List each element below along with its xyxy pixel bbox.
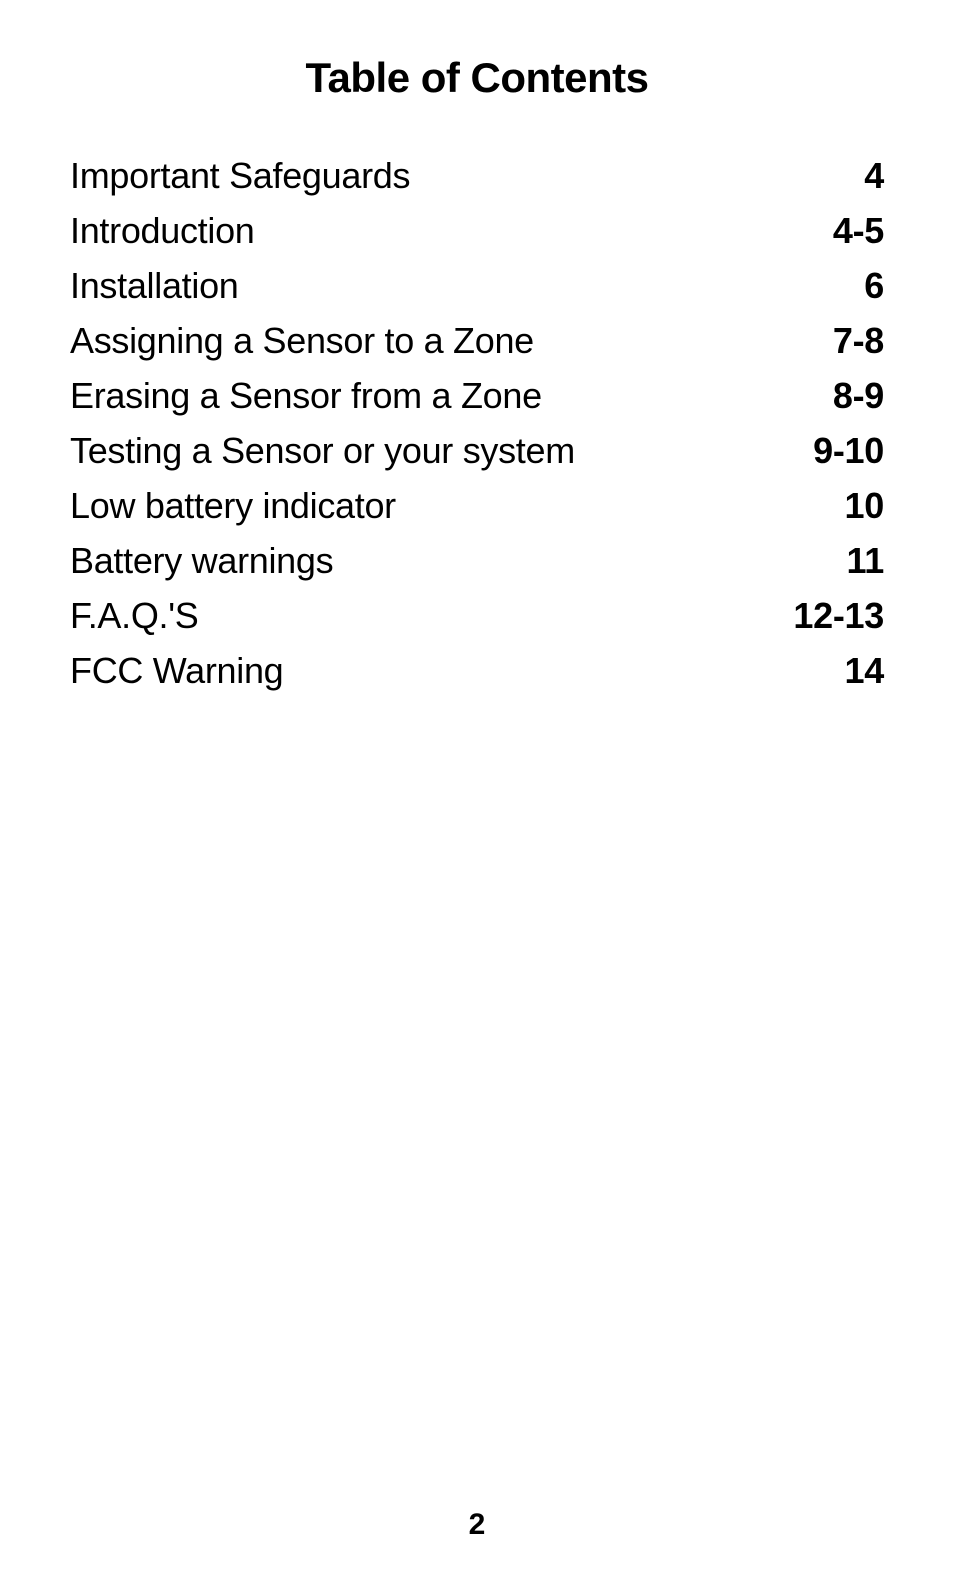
toc-entry-label: Erasing a Sensor from a Zone [70, 378, 542, 414]
toc-entry: Erasing a Sensor from a Zone 8-9 [70, 378, 884, 414]
toc-entry-page: 10 [845, 488, 884, 524]
toc-entry-label: Battery warnings [70, 543, 333, 579]
toc-entry-page: 4-5 [833, 213, 884, 249]
toc-entry: FCC Warning 14 [70, 653, 884, 689]
toc-entry-label: FCC Warning [70, 653, 283, 689]
toc-entry: Installation 6 [70, 268, 884, 304]
toc-entry: Assigning a Sensor to a Zone 7-8 [70, 323, 884, 359]
page-title: Table of Contents [70, 54, 884, 102]
toc-entry-page: 14 [845, 653, 884, 689]
toc-entry-page: 4 [864, 158, 884, 194]
table-of-contents: Important Safeguards 4 Introduction 4-5 … [70, 158, 884, 689]
toc-entry-label: F.A.Q.'S [70, 598, 199, 634]
toc-entry-page: 7-8 [833, 323, 884, 359]
toc-entry-page: 9-10 [813, 433, 884, 469]
page-number: 2 [0, 1508, 954, 1542]
toc-entry-page: 12-13 [793, 598, 884, 634]
toc-entry-page: 6 [864, 268, 884, 304]
toc-entry-label: Testing a Sensor or your system [70, 433, 575, 469]
toc-entry: F.A.Q.'S 12-13 [70, 598, 884, 634]
toc-entry: Low battery indicator 10 [70, 488, 884, 524]
toc-entry: Important Safeguards 4 [70, 158, 884, 194]
toc-entry: Testing a Sensor or your system 9-10 [70, 433, 884, 469]
document-page: Table of Contents Important Safeguards 4… [0, 0, 954, 1590]
toc-entry: Introduction 4-5 [70, 213, 884, 249]
toc-entry-label: Important Safeguards [70, 158, 410, 194]
toc-entry-page: 8-9 [833, 378, 884, 414]
toc-entry-page: 11 [847, 543, 884, 579]
toc-entry-label: Low battery indicator [70, 488, 396, 524]
toc-entry-label: Assigning a Sensor to a Zone [70, 323, 534, 359]
toc-entry-label: Introduction [70, 213, 255, 249]
toc-entry: Battery warnings 11 [70, 543, 884, 579]
toc-entry-label: Installation [70, 268, 239, 304]
